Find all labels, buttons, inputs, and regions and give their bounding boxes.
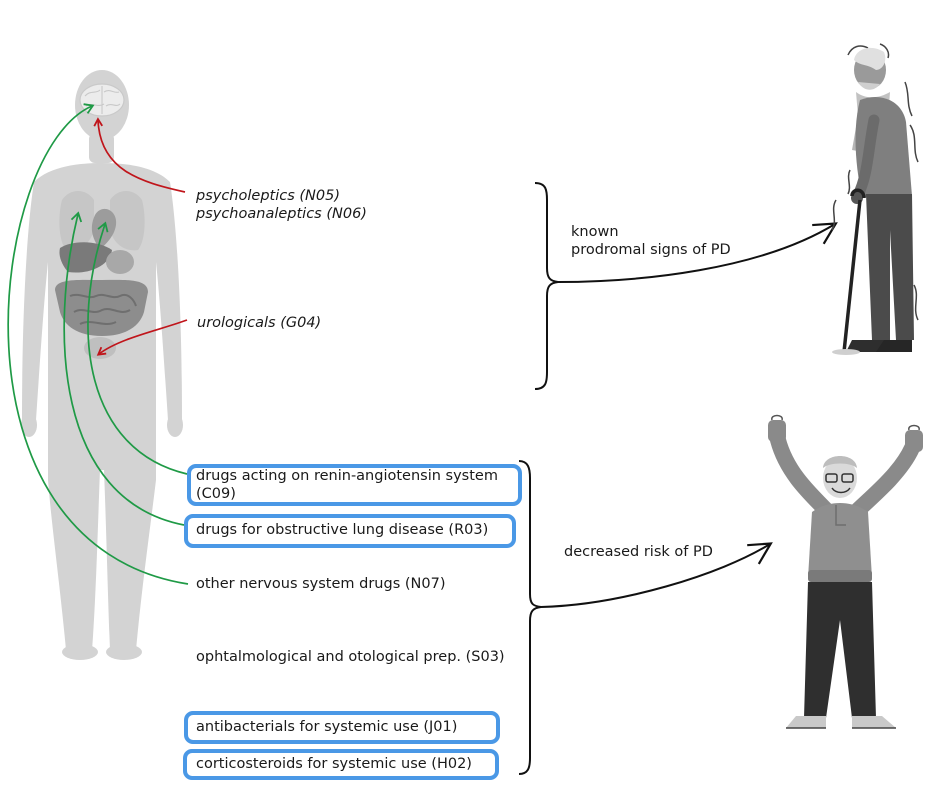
green-arrow-r03 <box>63 211 185 526</box>
highlight-box-h02 <box>183 749 499 780</box>
highlight-box-j01 <box>184 711 500 744</box>
highlight-box-r03 <box>184 514 516 548</box>
human-body-anatomy-icon <box>21 70 183 660</box>
label-j01: antibacterials for systemic use (J01) <box>196 719 458 735</box>
label-decreased-risk: decreased risk of PD <box>564 544 713 560</box>
label-n07: other nervous system drugs (N07) <box>196 576 446 592</box>
label-h02: corticosteroids for systemic use (H02) <box>196 756 472 772</box>
red-arrow-n05-n06 <box>93 117 186 193</box>
label-s03: ophtalmological and otological prep. (S0… <box>196 649 505 665</box>
cheerful-elderly-man-icon <box>768 414 923 729</box>
green-arrow-n07 <box>7 103 189 585</box>
arrow-to-decreased <box>540 542 773 608</box>
label-c09-line1: drugs acting on renin-angiotensin system <box>196 468 498 484</box>
label-r03: drugs for obstructive lung disease (R03) <box>196 522 489 538</box>
red-arrow-g04 <box>96 319 188 356</box>
arrow-to-prodromal <box>557 222 838 283</box>
label-psychoanaleptics: psychoanaleptics (N06) <box>196 206 367 222</box>
label-c09-line2: (C09) <box>196 486 236 502</box>
elderly-man-with-cane-icon <box>831 43 919 355</box>
brace-known <box>534 182 559 390</box>
highlight-box-c09 <box>187 464 522 506</box>
label-known: known <box>571 224 619 240</box>
label-psycholeptics: psycholeptics (N05) <box>196 188 340 204</box>
label-urologicals: urologicals (G04) <box>197 315 322 331</box>
brace-decreased <box>518 460 542 775</box>
label-prodromal-signs: prodromal signs of PD <box>571 242 731 258</box>
green-arrow-c09 <box>87 221 188 475</box>
